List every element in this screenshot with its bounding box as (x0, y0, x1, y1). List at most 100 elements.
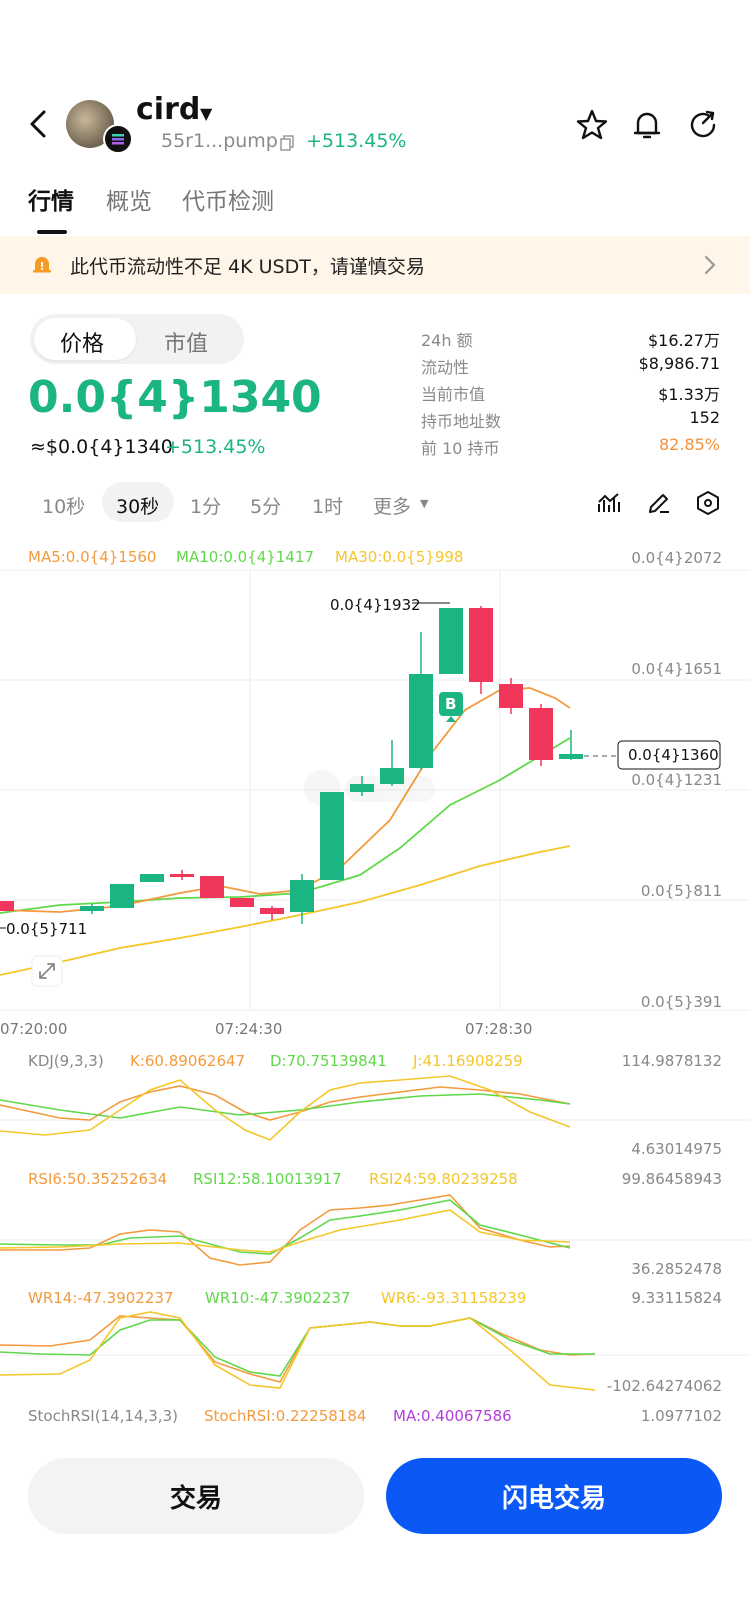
buy-marker (439, 692, 463, 716)
stochrsi-value: StochRSI:0.22258184 (204, 1407, 367, 1425)
chevron-down-icon[interactable]: ▼ (200, 104, 213, 123)
bell-icon[interactable] (630, 108, 664, 142)
warning-text: 此代币流动性不足 4K USDT，请谨慎交易 (70, 256, 425, 278)
candle-down (230, 898, 254, 907)
candle-down (200, 876, 224, 898)
candle-up (320, 792, 344, 880)
kdj-title: KDJ(9,3,3) (28, 1052, 104, 1070)
kdj-k-line (0, 1085, 571, 1121)
interval-1m[interactable]: 1分 (190, 496, 222, 518)
rsi6-value: RSI6:50.35252634 (28, 1170, 168, 1188)
star-icon[interactable] (575, 108, 609, 142)
ma30-legend: MA30:0.0{5}998 (335, 548, 464, 566)
candle-down (529, 704, 553, 766)
stat-value-liquidity: $8,986.71 (638, 354, 720, 373)
settings-hexagon-icon[interactable] (695, 490, 721, 516)
back-arrow-icon[interactable] (24, 104, 54, 144)
candle-up (290, 874, 314, 924)
stat-value-mcap: $1.33万 (658, 385, 720, 404)
price-change: +513.45% (306, 130, 407, 152)
candle-up (559, 730, 583, 760)
y-axis-label: 0.0{5}391 (640, 993, 722, 1011)
kline-chart[interactable] (0, 540, 750, 1410)
stochrsi-max: 1.0977102 (640, 1407, 722, 1425)
warning-bell-icon (33, 257, 51, 273)
ma30-line (0, 845, 571, 976)
rsi-chart (0, 1194, 571, 1266)
candle-down (170, 870, 194, 880)
flash-trade-button[interactable]: 闪电交易 (386, 1458, 722, 1534)
liquidity-warning-banner[interactable] (0, 236, 750, 294)
kdj-k-value: K:60.89062647 (130, 1052, 246, 1070)
toggle-price[interactable]: 价格 (60, 332, 105, 357)
rsi12-line (0, 1199, 571, 1255)
share-icon[interactable] (686, 108, 720, 142)
y-axis-label: 0.0{5}811 (640, 882, 722, 900)
solana-icon (103, 124, 133, 154)
interval-1h[interactable]: 1时 (312, 496, 344, 518)
kdj-min: 4.63014975 (631, 1140, 722, 1158)
rsi-min: 36.2852478 (631, 1260, 722, 1278)
ma10-legend: MA10:0.0{4}1417 (176, 548, 315, 566)
wr-min: -102.64274062 (606, 1377, 722, 1395)
token-name[interactable]: cird (136, 92, 201, 127)
rsi-max: 99.86458943 (621, 1170, 722, 1188)
usd-price-change: +513.45% (165, 436, 266, 458)
buy-marker-label: B (445, 695, 457, 713)
y-axis-label: 0.0{4}1231 (631, 771, 722, 789)
candle-down (0, 901, 14, 911)
ma10-line (0, 737, 571, 914)
x-axis-label: 07:24:30 (215, 1020, 283, 1038)
candle-up (80, 904, 104, 914)
current-price: 0.0{4}1340 (28, 372, 322, 423)
pencil-icon[interactable] (646, 490, 672, 516)
tab-market[interactable]: 行情 (28, 189, 74, 215)
stat-label-holders: 持币地址数 (421, 412, 502, 431)
interval-5m[interactable]: 5分 (250, 496, 282, 518)
wr14-value: WR14:-47.3902237 (28, 1289, 174, 1307)
candle-up (140, 874, 164, 882)
chevron-right-icon[interactable] (702, 253, 718, 277)
copy-icon[interactable] (280, 135, 294, 151)
expand-icon (31, 955, 63, 987)
trade-button[interactable]: 交易 (28, 1458, 364, 1534)
low-price-label: 0.0{5}711 (6, 920, 88, 938)
interval-more[interactable]: 更多 (373, 496, 412, 518)
toggle-market-cap[interactable]: 市值 (164, 332, 209, 357)
candle-up (409, 632, 433, 770)
wr6-value: WR6:-93.31158239 (381, 1289, 527, 1307)
stat-value-holders: 152 (689, 408, 720, 427)
rsi24-value: RSI24:59.80239258 (369, 1170, 518, 1188)
rsi6-line (0, 1194, 571, 1266)
high-price-label: 0.0{4}1932 (330, 596, 421, 614)
token-address: 55r1...pump (161, 130, 278, 152)
wr-max: 9.33115824 (631, 1289, 722, 1307)
ma5-legend: MA5:0.0{4}1560 (28, 548, 157, 566)
stat-label-volume: 24h 额 (421, 331, 473, 350)
tab-token-check[interactable]: 代币检测 (182, 189, 274, 215)
tab-indicator (37, 230, 67, 234)
candle-up (380, 740, 404, 786)
kdj-d-line (0, 1093, 571, 1119)
tab-overview[interactable]: 概览 (106, 189, 152, 215)
x-axis-label: 07:20:00 (0, 1020, 68, 1038)
wr6-line (0, 1311, 596, 1391)
y-axis-label: 0.0{4}2072 (631, 549, 722, 567)
interval-10s[interactable]: 10秒 (42, 496, 86, 518)
candle-down (469, 606, 493, 694)
kdj-j-line (0, 1075, 571, 1141)
stat-value-top10: 82.85% (658, 435, 720, 454)
candle-down (260, 906, 284, 920)
kdj-d-value: D:70.75139841 (270, 1052, 387, 1070)
y-axis-label: 0.0{4}1651 (631, 660, 722, 678)
interval-selected-bg (102, 482, 174, 522)
chevron-down-icon[interactable]: ▼ (420, 497, 429, 510)
indicator-icon[interactable] (596, 490, 622, 516)
kdj-max: 114.9878132 (621, 1052, 722, 1070)
kdj-j-value: J:41.16908259 (413, 1052, 523, 1070)
usd-price: ≈$0.0{4}1340 (30, 436, 173, 458)
kdj-chart (0, 1075, 571, 1141)
rsi12-value: RSI12:58.10013917 (193, 1170, 342, 1188)
candle-up (110, 884, 134, 908)
interval-30s[interactable]: 30秒 (116, 496, 160, 518)
